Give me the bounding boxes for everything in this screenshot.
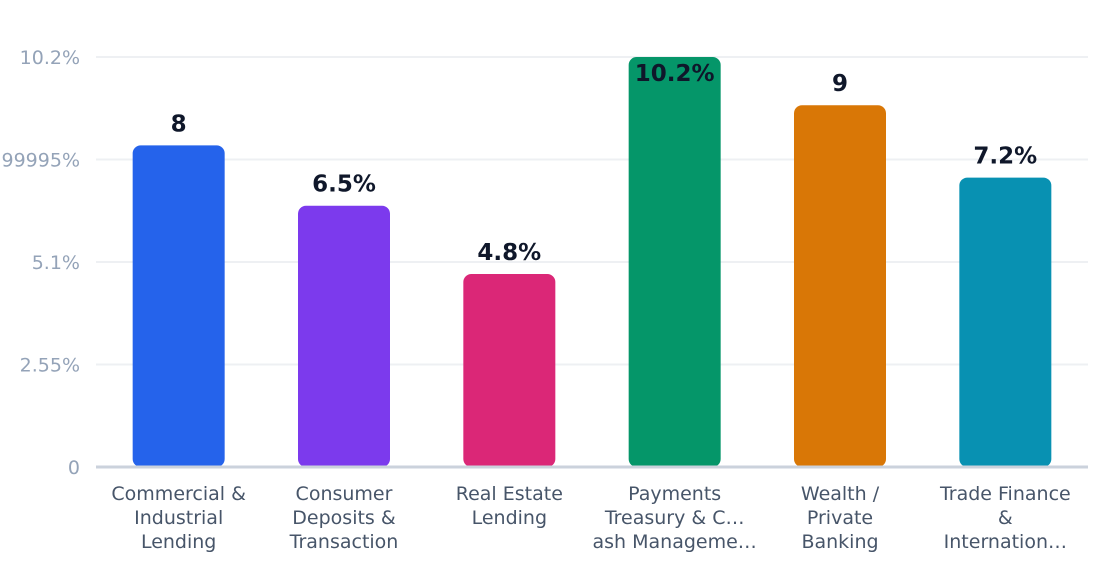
data-label: 8 — [171, 111, 187, 137]
x-tick-label: Consumer Deposits & Transaction — [289, 483, 399, 553]
y-tick-label: 10.2% — [20, 47, 80, 69]
x-tick-label: Wealth / Private Banking — [801, 483, 880, 553]
x-tick-line: Trade Finance — [939, 483, 1071, 505]
data-label: 4.8% — [477, 240, 541, 266]
grid-lines — [96, 56, 1088, 366]
data-labels: 8 6.5% 4.8% 10.2% 9 7.2% — [171, 61, 1038, 266]
x-tick-line: Industrial — [134, 507, 223, 529]
data-label: 10.2% — [635, 61, 715, 87]
x-tick-line: & — [998, 507, 1013, 529]
data-label: 9 — [832, 71, 848, 97]
x-tick-line: Treasury & C… — [604, 507, 745, 529]
x-tick-line: Payments — [628, 483, 721, 505]
x-tick-line: Internation… — [944, 531, 1067, 553]
y-tick-label: 0 — [68, 457, 80, 479]
bar — [959, 177, 1052, 467]
x-tick-line: Lending — [472, 507, 547, 529]
x-tick-line: Commercial & — [111, 483, 246, 505]
data-label: 6.5% — [312, 172, 376, 198]
x-tick-line: Wealth / — [801, 483, 880, 505]
bar — [794, 105, 886, 467]
bar — [298, 205, 390, 467]
x-tick-line: Banking — [801, 531, 878, 553]
x-tick-line: ash Manageme… — [593, 531, 757, 553]
x-tick-line: Deposits & — [292, 507, 396, 529]
bars — [132, 57, 1052, 467]
x-tick-line: Private — [807, 507, 873, 529]
x-tick-label: Payments Treasury & C… ash Manageme… — [593, 483, 757, 553]
x-tick-label: Real Estate Lending — [456, 483, 563, 529]
bar — [132, 145, 225, 467]
bar — [463, 274, 556, 467]
y-axis-ticks: 0 2.55% 5.1% 99995% 10.2% — [2, 47, 81, 479]
y-tick-label: 99995% — [2, 150, 81, 172]
data-label: 7.2% — [973, 144, 1037, 170]
y-tick-label: 2.55% — [20, 355, 80, 377]
x-tick-line: Consumer — [296, 483, 393, 505]
y-tick-label: 5.1% — [32, 252, 80, 274]
x-tick-label: Commercial & Industrial Lending — [111, 483, 246, 553]
bar — [628, 57, 721, 467]
x-tick-line: Lending — [141, 531, 216, 553]
x-tick-line: Real Estate — [456, 483, 563, 505]
x-tick-label: Trade Finance & Internation… — [939, 483, 1071, 553]
x-tick-line: Transaction — [289, 531, 399, 553]
